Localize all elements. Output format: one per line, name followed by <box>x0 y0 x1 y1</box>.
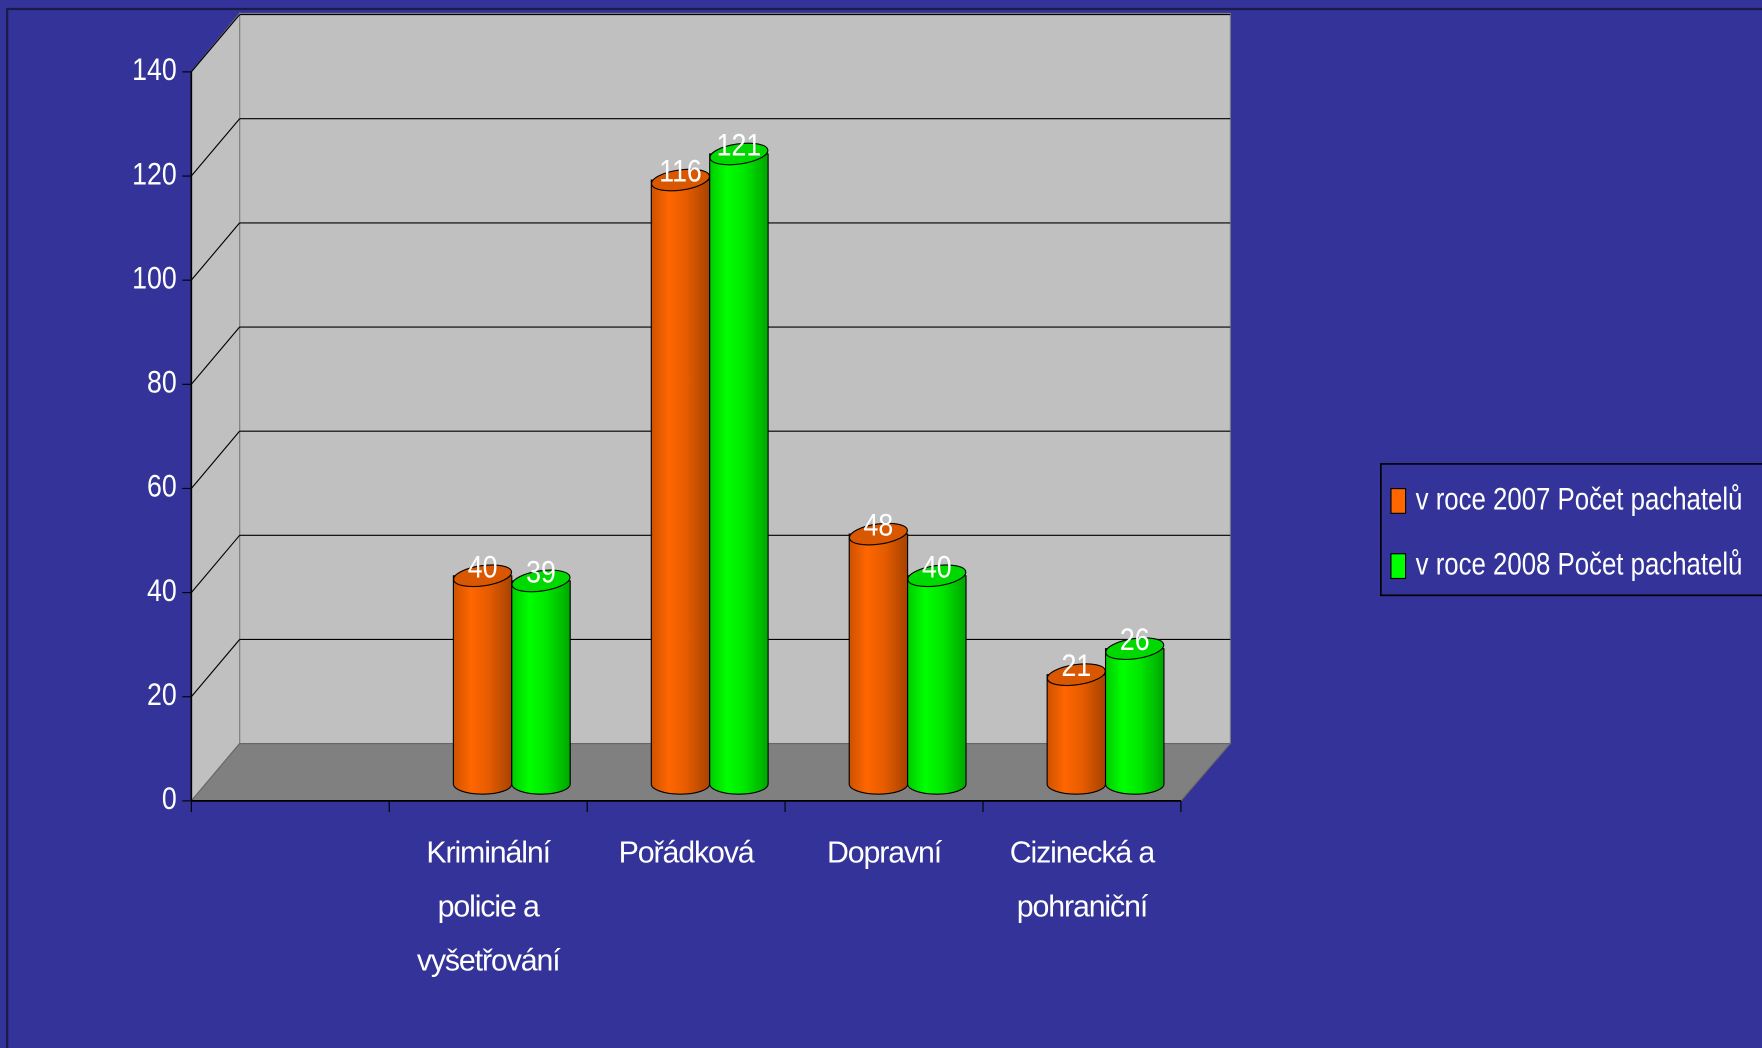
grid-line <box>190 14 241 73</box>
x-tick-label: Cizinecká a pohraniční <box>1009 835 1156 924</box>
bar <box>907 575 967 795</box>
grid-line <box>190 639 241 698</box>
data-label: 26 <box>1120 623 1150 657</box>
bar-top <box>511 569 571 593</box>
y-tick-label: 140 <box>132 53 177 87</box>
x-tick-label-box: Dopravní <box>826 835 942 870</box>
x-tick-label-box: Cizinecká a pohraniční <box>1009 835 1156 924</box>
grid-line <box>190 534 241 593</box>
y-tick-label: 100 <box>132 262 177 296</box>
bar <box>1046 674 1107 795</box>
grid-line <box>190 222 241 281</box>
grid-line <box>190 326 241 385</box>
bar <box>848 533 909 795</box>
bar <box>1104 648 1165 795</box>
data-label: 121 <box>717 129 762 163</box>
legend-label: v roce 2008 Počet pachatelů <box>1416 547 1743 582</box>
data-label: 40 <box>922 550 952 584</box>
bar-top <box>453 564 513 588</box>
y-tick-label: 120 <box>132 157 177 191</box>
x-tick-label: Kriminální policie a vyšetřování <box>416 835 561 978</box>
legend-label: v roce 2007 Počet pachatelů <box>1416 482 1743 517</box>
legend-swatch <box>1390 553 1407 580</box>
x-tick-label: Dopravní <box>826 835 942 870</box>
bar-top <box>848 522 908 546</box>
side-wall <box>190 11 241 803</box>
y-tick-label: 0 <box>162 782 177 816</box>
y-tick-label: 20 <box>147 678 177 712</box>
data-label: 40 <box>468 550 498 584</box>
bar <box>650 179 711 795</box>
x-tick-label-box: Pořádková <box>618 835 755 870</box>
x-tick-label-box: Kriminální policie a vyšetřování <box>416 835 561 978</box>
bar-top <box>1105 637 1165 661</box>
legend-box <box>1380 463 1762 597</box>
grid-line <box>190 118 241 177</box>
grid-line <box>190 430 241 489</box>
data-label: 48 <box>864 509 894 543</box>
legend-swatch <box>1390 488 1407 514</box>
y-tick-label: 40 <box>147 574 177 608</box>
y-tick-label: 60 <box>147 470 177 504</box>
bar <box>452 575 513 795</box>
bar-top <box>709 142 769 166</box>
bar <box>709 153 769 795</box>
bar-top <box>907 564 967 588</box>
data-label: 116 <box>659 155 702 189</box>
data-label: 39 <box>526 556 556 590</box>
y-tick-label: 80 <box>147 366 177 400</box>
x-tick-label: Pořádková <box>618 835 755 870</box>
data-label: 21 <box>1061 649 1091 683</box>
bar <box>511 580 571 795</box>
